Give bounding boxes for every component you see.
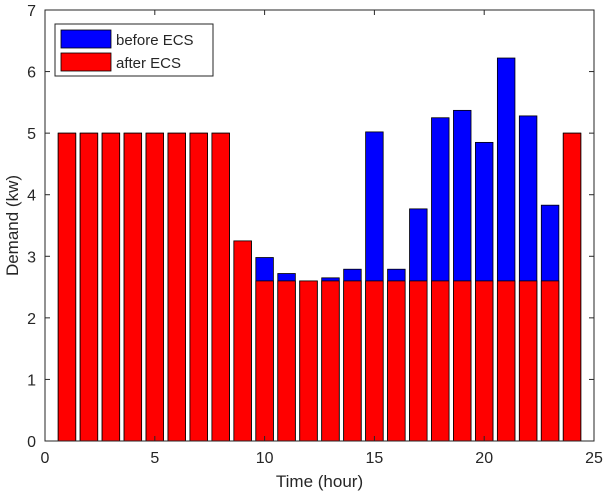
axes-box	[44, 9, 595, 442]
bar-after-ecs-24	[562, 132, 582, 442]
bar-after-ecs-14	[343, 280, 362, 442]
bar-after-ecs-13	[321, 280, 340, 442]
bar-after-ecs-12	[299, 280, 318, 442]
y-tick-label-7: 7	[27, 3, 36, 20]
bar-after-ecs-2	[79, 132, 99, 442]
bars-layer	[57, 57, 582, 442]
bar-after-ecs-17	[409, 280, 428, 442]
x-tick-label-10: 10	[256, 450, 274, 467]
bar-after-ecs-16	[387, 280, 406, 442]
y-axis-label: Demand (kw)	[3, 175, 22, 276]
x-tick-label-25: 25	[585, 450, 603, 467]
ticks-layer: 0 5 10 15 20 25 0 1 2 3 4 5 6 7	[27, 3, 603, 467]
bar-after-ecs-8	[211, 132, 230, 442]
bar-after-ecs-21	[496, 280, 516, 442]
bar-after-ecs-11	[277, 280, 296, 442]
legend: before ECS after ECS	[54, 23, 214, 77]
y-tick-label-3: 3	[27, 249, 36, 266]
bar-after-ecs-10	[255, 280, 274, 442]
x-tick-label-0: 0	[41, 450, 50, 467]
bar-after-ecs-18	[431, 280, 450, 442]
x-tick-label-20: 20	[475, 450, 493, 467]
bar-after-ecs-1	[57, 132, 77, 442]
x-tick-label-5: 5	[150, 450, 159, 467]
bar-after-ecs-20	[475, 280, 494, 442]
bar-after-ecs-19	[453, 280, 472, 442]
bar-after-ecs-22	[518, 280, 538, 442]
y-tick-label-1: 1	[27, 372, 36, 389]
legend-swatch-before-ecs	[60, 29, 112, 49]
legend-label-before-ecs: before ECS	[116, 32, 194, 49]
bar-after-ecs-6	[167, 132, 186, 442]
y-tick-label-2: 2	[27, 311, 36, 328]
y-tick-label-4: 4	[27, 188, 36, 205]
x-axis-label: Time (hour)	[276, 472, 363, 491]
bar-after-ecs-23	[540, 280, 560, 442]
y-tick-label-5: 5	[27, 126, 36, 143]
legend-swatch-after-ecs	[60, 52, 112, 72]
bar-after-ecs-3	[101, 132, 121, 442]
bar-after-ecs-9	[233, 240, 252, 442]
y-tick-label-0: 0	[27, 434, 36, 451]
bar-after-ecs-15	[365, 280, 384, 442]
bar-after-ecs-7	[189, 132, 208, 442]
x-tick-label-15: 15	[366, 450, 384, 467]
y-tick-label-6: 6	[27, 65, 36, 82]
bar-after-ecs-5	[145, 132, 164, 442]
bar-after-ecs-4	[123, 132, 143, 442]
legend-label-after-ecs: after ECS	[116, 55, 181, 72]
